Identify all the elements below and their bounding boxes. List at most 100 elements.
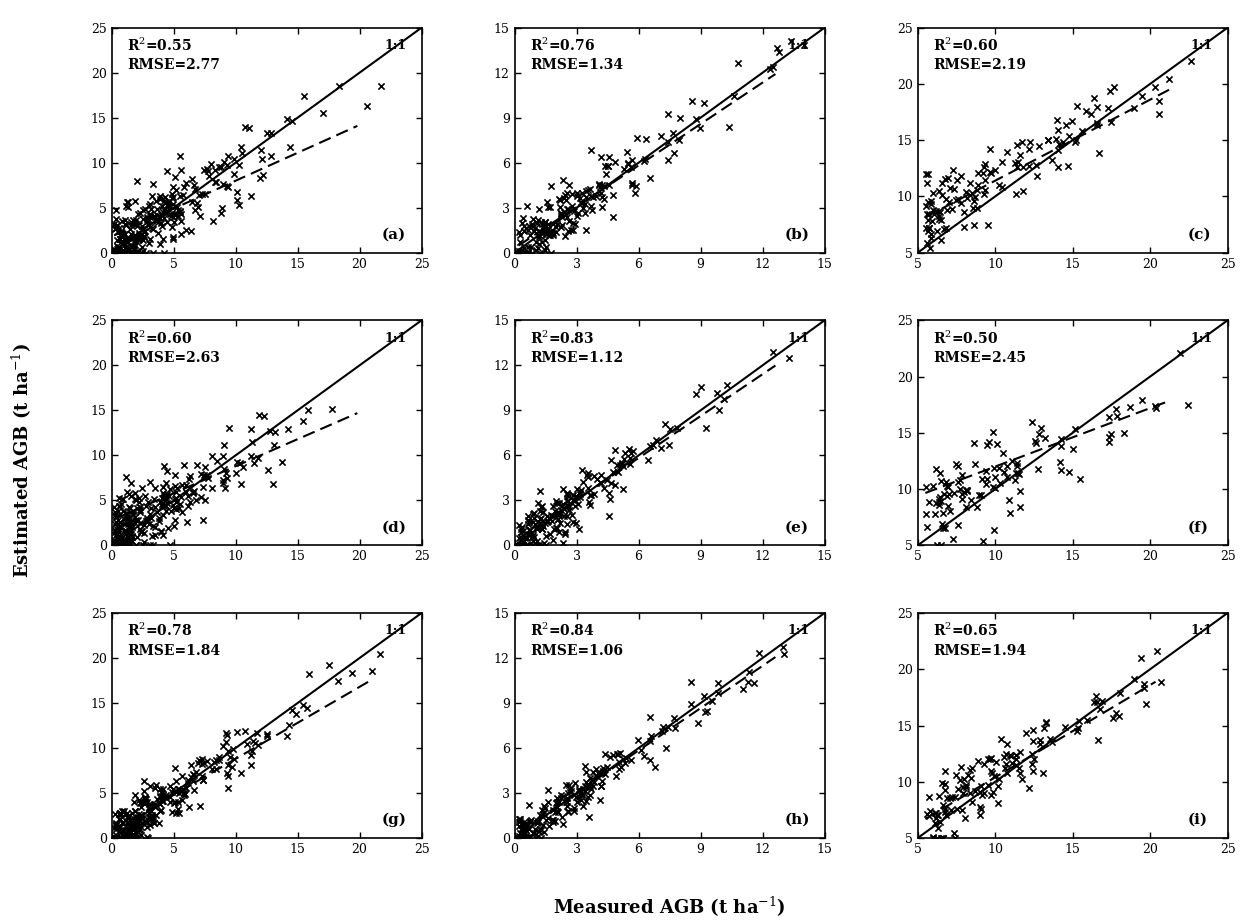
Point [957,484,977,498]
Point [565,216,585,231]
Point [153,787,172,801]
Point [162,180,182,194]
Point [714,391,734,406]
Point [1019,134,1039,149]
Point [126,820,146,834]
Point [950,773,970,787]
Point [511,538,531,553]
Point [110,831,130,845]
Point [582,189,601,204]
Point [1019,158,1039,173]
Point [117,507,136,521]
Point [223,151,243,166]
Point [119,240,139,255]
Point [515,245,534,260]
Point [319,658,339,672]
Point [165,215,185,229]
Point [670,133,689,147]
Point [197,468,217,483]
Point [1008,459,1028,473]
Point [512,528,532,542]
Point [997,459,1017,473]
Point [117,195,136,210]
Point [342,665,362,680]
Point [985,460,1004,475]
Point [126,812,146,827]
Point [603,465,622,480]
Point [577,189,596,204]
Point [153,232,172,247]
Point [192,186,212,201]
Point [110,515,130,530]
Point [165,784,185,799]
Point [528,237,548,251]
Point [154,781,174,796]
Point [218,781,238,796]
Point [950,482,970,496]
Point [560,785,580,799]
Point [131,523,151,538]
Point [161,208,181,223]
Point [155,190,175,204]
Point [299,667,319,682]
Point [144,221,164,236]
Point [619,157,639,171]
Point [918,195,937,210]
Point [115,538,135,553]
Point [553,496,573,511]
Point [990,772,1009,787]
Point [125,238,145,252]
Point [242,435,262,449]
Point [1149,94,1169,109]
Point [558,805,578,820]
Point [584,468,604,483]
Point [126,538,146,553]
Point [601,475,621,490]
Point [143,189,162,204]
Point [996,761,1016,775]
Point [547,216,567,231]
Point [579,810,599,825]
Point [120,517,140,531]
Point [188,752,208,767]
Point [951,196,971,211]
Point [570,793,590,808]
Point [145,209,165,224]
Point [549,495,569,510]
Point [146,214,166,228]
Point [119,526,139,541]
Point [988,796,1008,810]
Point [118,822,138,837]
Point [1087,694,1107,709]
Point [1025,436,1045,450]
Point [165,795,185,810]
Point [1006,466,1025,481]
Point [546,225,565,239]
Point [512,530,532,545]
Point [696,705,715,719]
Point [546,220,565,235]
Point [956,777,976,792]
Point [527,534,547,549]
Point [584,775,604,789]
Point [216,465,236,480]
Point [119,486,139,501]
Point [118,200,138,215]
Point [1011,148,1030,163]
Point [588,765,608,780]
Point [108,831,128,845]
Point [260,148,280,163]
Point [280,140,300,155]
Point [1087,118,1107,133]
Point [126,811,146,826]
Point [131,799,151,814]
Point [1068,721,1087,736]
Point [543,498,563,513]
Point [155,487,175,502]
Point [1025,434,1045,449]
Point [537,509,557,524]
Point [170,496,190,511]
Point [104,538,124,553]
Point [1070,472,1090,486]
Point [973,757,993,772]
